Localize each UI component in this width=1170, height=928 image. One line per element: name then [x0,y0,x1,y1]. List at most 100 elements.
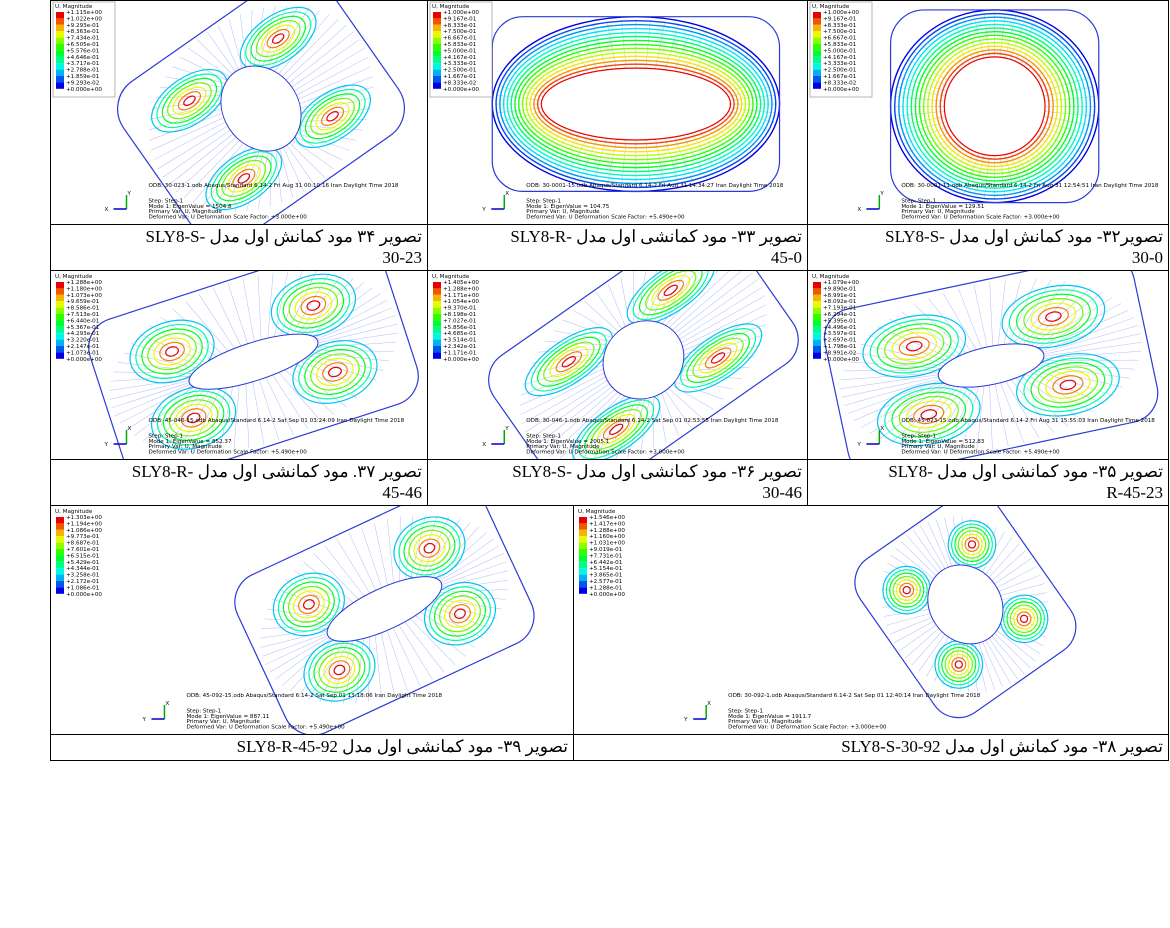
legend-title: U, Magnitude [55,274,93,280]
info-line: Mode 1: EigenValue = 104.75 [526,204,609,210]
contour [902,585,911,595]
mesh-line [988,543,1020,578]
contour [310,353,360,391]
info-line: ODB: 30-046-1.odb Abaqus/Standard 6.14-2… [526,418,779,424]
legend-swatch [813,63,821,70]
contour [572,394,661,460]
mode-shape-image: U, Magnitude+1.000e+00+9.167e-01+8.333e-… [429,1,784,221]
mesh-line [1043,342,1142,357]
legend-value: +1.288e-01 [589,585,623,591]
contour [1030,302,1077,331]
contour [536,63,735,145]
contour [704,347,732,369]
info-line: Deformed Var: U Deformation Scale Factor… [526,450,685,456]
contour [226,164,261,193]
contour [638,271,703,316]
legend-value: +5.000e-01 [823,48,857,54]
legend-value: +5.833e-01 [443,42,477,48]
legend-swatch [56,517,64,524]
mesh-line [998,574,1041,592]
mesh-line [901,311,962,356]
contour [287,585,330,623]
mesh-line [165,76,224,88]
legend-swatch [579,561,587,569]
mesh-line [1020,375,1082,420]
contour [172,86,207,115]
legend-value: +1.180e+00 [66,286,102,292]
contour [1016,293,1091,340]
legend-swatch [56,587,64,594]
legend-swatch [433,352,441,359]
mesh-line [294,47,365,92]
info-line: Mode 1: EigenValue = 852.37 [149,439,232,445]
contour [927,41,1063,171]
triad-label: Y [481,207,486,213]
legend-title: U, Magnitude [55,4,93,10]
legend-swatch [56,320,64,327]
triad-label: Y [141,717,146,723]
legend-value: +3.258e-01 [66,573,100,579]
legend-value: +9.019e-01 [589,547,623,553]
legend-swatch [56,339,64,346]
triad-label: Y [856,442,861,448]
legend-swatch [813,56,821,64]
mesh-line [270,7,310,70]
legend-value: +5.576e-01 [66,48,100,54]
legend-swatch [433,82,441,89]
contour [902,20,1088,193]
contour [891,391,967,438]
mesh-line [150,117,224,151]
plate-outline [889,9,1100,204]
mesh-line [313,553,359,600]
mesh-line [316,307,392,340]
legend-value: +8.333e-02 [823,80,856,86]
legend-swatch [579,529,587,537]
info-line: Step: Step-1 [526,198,561,204]
plate [889,9,1100,204]
mesh-line [523,360,604,386]
legend-swatch [579,568,587,575]
legend-value: +1.798e-01 [823,344,857,350]
contour [162,394,225,441]
legend-value: +9.773e-01 [66,534,100,540]
legend-swatch [813,294,821,302]
contour [288,286,339,325]
info-line: Step: Step-1 [149,433,184,439]
mesh-line [432,527,479,578]
mesh-line [213,288,242,347]
legend-swatch [813,12,821,19]
contour [947,520,997,569]
contour [304,348,366,395]
contour [135,324,209,379]
contour [292,340,378,404]
mesh-line [292,139,335,170]
mesh-line [324,545,365,597]
contour [303,638,376,702]
contour [1001,284,1106,349]
mesh-line [282,19,339,77]
legend-swatch [433,56,441,64]
info-line: Primary Var: U, Magnitude [901,444,975,450]
info-line: Mode 1: EigenValue = 512.83 [901,439,984,445]
mesh-line [994,633,1031,669]
legend-swatch [433,31,441,38]
mesh-line [361,527,382,588]
legend-swatch [433,282,441,289]
legend-swatch [579,574,587,581]
legend-swatch [813,339,821,346]
legend: U, Magnitude+1.288e+00+1.180e+00+1.073e+… [55,274,102,363]
mesh-line [1000,623,1044,647]
mesh-line [309,287,373,336]
legend-swatch [56,76,64,83]
contour [272,572,345,637]
mesh-line [1013,279,1052,345]
mesh-line [985,537,1013,575]
legend-value: +7.027e-01 [443,318,477,324]
legend-value: +8.198e-01 [443,312,477,318]
mode-shape-image: U, Magnitude+1.546e+00+1.417e+00+1.288e+… [578,506,1077,731]
legend-swatch [56,568,64,575]
mesh-line [410,514,426,579]
mesh-line [299,125,363,131]
mesh-line [257,275,262,340]
mesh-line [595,292,622,330]
